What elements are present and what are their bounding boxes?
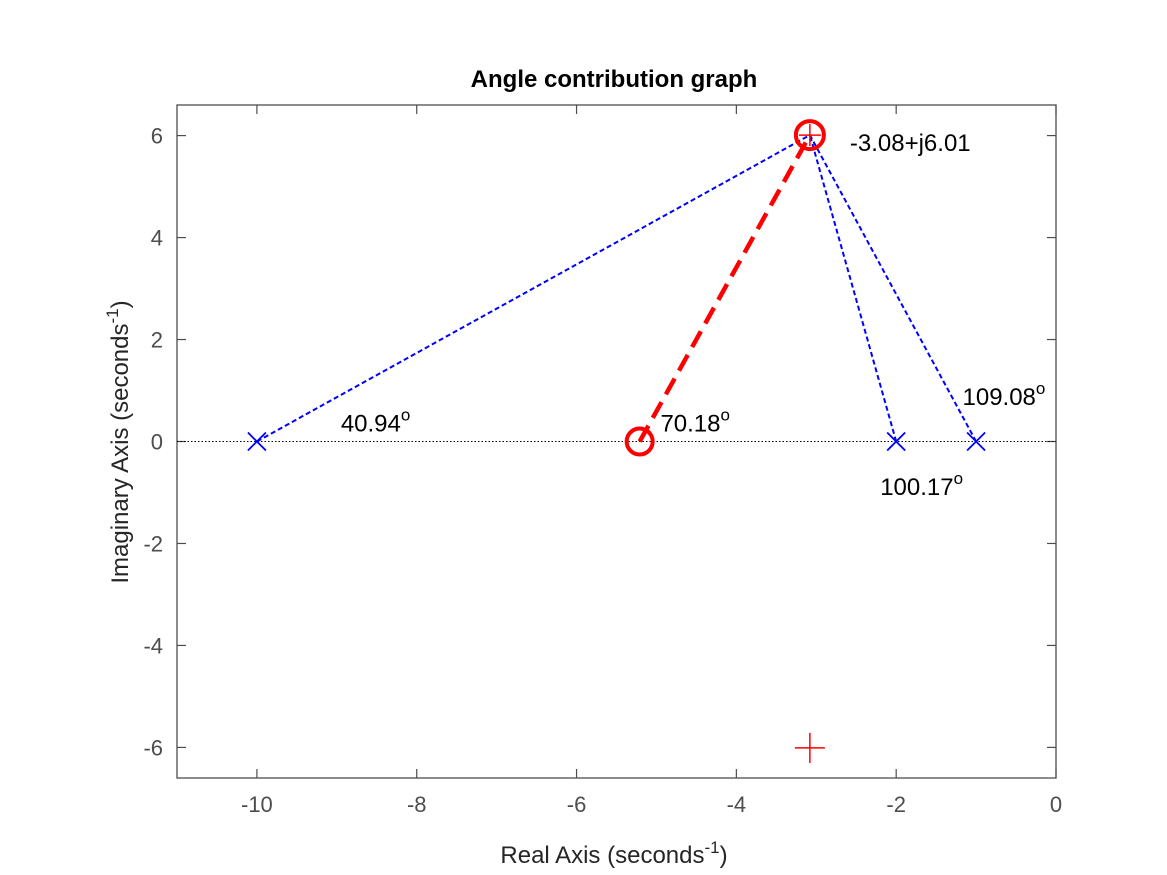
x-axis-label-close: ) [720,842,728,869]
x-axis-label: Real Axis (seconds-1) [500,838,727,869]
angle-label-degree: o [401,405,410,424]
y-tick-label: 0 [151,430,163,455]
angle-label: 70.18o [660,405,730,437]
y-tick-label: -6 [143,735,163,760]
pole-angle-line [808,134,898,442]
angle-label: 100.17o [880,469,963,501]
y-axis-label-sup: -1 [103,308,122,323]
y-tick-label: -4 [143,633,163,658]
angle-label-value: 70.18 [660,410,720,437]
y-axis-label-text: Imaginary Axis (seconds [107,324,134,584]
x-tick-label: -6 [567,792,587,817]
y-tick-label: 4 [151,226,163,251]
angle-label: 109.08o [963,379,1046,411]
angle-label-value: 100.17 [880,474,953,501]
chart-title: Angle contribution graph [471,66,758,93]
x-tick-label: -8 [407,792,427,817]
angle-label-degree: o [954,469,963,488]
angle-label-degree: o [1036,379,1045,398]
angle-label-value: 40.94 [341,410,401,437]
y-tick-label: 2 [151,328,163,353]
x-tick-label: -10 [241,792,273,817]
zero-angle-line [637,133,812,443]
pole-marker [966,431,986,452]
test-point-marker [793,119,826,152]
y-tick-label: 6 [151,124,163,149]
x-axis-label-text: Real Axis (seconds [500,842,704,869]
x-tick-label: 0 [1050,792,1062,817]
angle-label: 40.94o [341,405,411,437]
x-tick-label: -4 [727,792,747,817]
test-point-label: -3.08+j6.01 [850,130,971,157]
pole-angle-line [809,134,977,442]
angle-label-degree: o [721,405,730,424]
pole-angle-line [256,134,811,443]
y-tick-label: -2 [143,531,163,556]
x-axis-label-sup: -1 [704,838,719,857]
angle-label-value: 109.08 [963,384,1036,411]
pole-marker [247,431,267,452]
y-axis-label: Imaginary Axis (seconds-1) [103,300,134,583]
x-tick-label: -2 [886,792,906,817]
pole-marker [886,431,906,452]
zero-marker [624,426,655,457]
plot-area-box [176,104,1057,779]
y-axis-label-close: ) [107,300,134,308]
